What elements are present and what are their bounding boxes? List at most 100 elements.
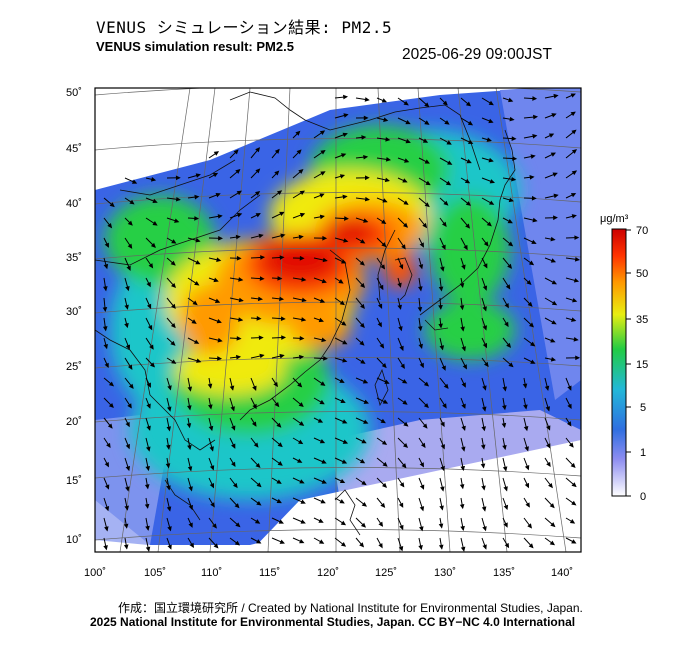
wind-arrowhead	[401, 463, 407, 469]
wind-arrowhead	[301, 277, 307, 282]
wind-arrowhead	[418, 343, 423, 350]
wind-arrowhead	[440, 465, 445, 472]
wind-arrowhead	[152, 198, 158, 204]
wind-arrowhead	[423, 381, 430, 387]
wind-arrowhead	[417, 307, 423, 313]
forecast-timestamp: 2025-06-29 09:00JST	[402, 46, 552, 63]
wind-arrowhead	[461, 446, 466, 452]
wind-arrowhead	[125, 465, 131, 472]
wind-arrowhead	[214, 298, 221, 303]
wind-arrowhead	[381, 219, 387, 225]
colorbar-label: 35	[636, 314, 648, 326]
wind-arrowhead	[107, 222, 113, 229]
wind-arrowhead	[549, 503, 555, 509]
wind-vectors	[102, 93, 581, 552]
wind-arrowhead	[276, 190, 283, 196]
wind-arrowhead	[339, 300, 345, 306]
wind-arrowhead	[570, 317, 577, 322]
wind-arrowhead	[419, 462, 424, 468]
wind-arrowhead	[252, 403, 257, 410]
wind-arrowhead	[104, 461, 109, 468]
wind-arrowhead	[235, 169, 241, 174]
wind-arrowhead	[125, 443, 130, 450]
wind-arrowhead	[194, 280, 200, 286]
wind-arrowhead	[464, 178, 471, 184]
wind-arrowhead	[146, 281, 151, 288]
wind-arrowhead	[550, 338, 556, 343]
wind-arrowhead	[321, 459, 327, 464]
wind-arrowhead	[235, 522, 241, 528]
wind-arrowhead	[481, 485, 486, 491]
wind-arrowhead	[107, 423, 113, 429]
wind-arrowhead	[381, 362, 387, 369]
wind-arrowhead	[553, 93, 559, 99]
wind-arrowhead	[129, 199, 135, 205]
wind-arrowhead	[419, 242, 424, 248]
wind-arrowhead	[252, 385, 257, 391]
wind-arrowhead	[360, 239, 366, 244]
wind-arrowhead	[441, 221, 447, 228]
wind-arrowhead	[297, 382, 303, 388]
wind-arrowhead	[465, 223, 471, 229]
wind-arrowhead	[419, 362, 424, 369]
wind-arrowhead	[209, 483, 214, 489]
wind-arrowhead	[481, 506, 487, 512]
wind-arrowhead	[398, 326, 403, 332]
wind-arrowhead	[422, 423, 428, 429]
wind-arrowhead	[125, 421, 130, 428]
wind-arrowhead	[174, 218, 180, 223]
wind-arrowhead	[502, 405, 507, 411]
wind-arrowhead	[145, 525, 150, 531]
wind-arrowhead	[573, 278, 580, 283]
wind-arrowhead	[299, 190, 305, 196]
wind-arrowhead	[343, 94, 349, 100]
colorbar-label: 50	[636, 268, 648, 280]
wind-arrowhead	[148, 263, 154, 269]
wind-arrowhead	[530, 359, 536, 364]
wind-arrowhead	[299, 335, 305, 341]
wind-arrowhead	[550, 357, 557, 362]
wind-arrowhead	[256, 500, 262, 506]
wind-arrowhead	[402, 222, 409, 228]
wind-arrowhead	[106, 442, 111, 449]
wind-arrowhead	[380, 502, 386, 508]
wind-arrowhead	[235, 234, 241, 240]
wind-arrowhead	[279, 296, 285, 302]
wind-arrowhead	[403, 200, 409, 205]
wind-arrowhead	[125, 286, 130, 292]
wind-arrowhead	[570, 462, 576, 469]
wind-arrowhead	[360, 303, 365, 309]
wind-arrowhead	[124, 505, 129, 511]
lat-label: 40˚	[66, 198, 82, 210]
wind-arrowhead	[403, 421, 409, 427]
wind-arrowhead	[361, 439, 367, 444]
wind-arrowhead	[104, 526, 109, 532]
wind-arrowhead	[210, 502, 215, 508]
wind-arrowhead	[419, 506, 425, 512]
wind-arrowhead	[104, 484, 110, 490]
wind-arrowhead	[276, 422, 282, 428]
wind-arrowhead	[546, 461, 551, 468]
wind-arrowhead	[125, 344, 131, 350]
wind-arrowhead	[417, 326, 423, 332]
wind-arrowhead	[381, 98, 388, 103]
wind-arrowhead	[256, 539, 262, 544]
wind-arrowhead	[546, 425, 551, 431]
wind-arrowhead	[440, 421, 445, 428]
colorbar-gradient	[611, 228, 627, 497]
wind-arrowhead	[524, 446, 529, 452]
wind-arrowhead	[459, 282, 465, 289]
wind-arrowhead	[505, 284, 511, 290]
wind-arrowhead	[418, 264, 424, 270]
wind-arrowhead	[523, 426, 529, 432]
wind-arrowhead	[257, 296, 264, 302]
wind-arrowhead	[299, 538, 305, 544]
coastlines	[95, 91, 516, 536]
wind-arrowhead	[274, 170, 280, 176]
wind-arrowhead	[550, 522, 556, 528]
wind-arrowhead	[319, 399, 325, 405]
wind-arrowhead	[170, 260, 176, 266]
wind-arrowhead	[528, 322, 535, 328]
wind-arrowhead	[379, 284, 384, 291]
wind-arrowhead	[442, 403, 447, 409]
